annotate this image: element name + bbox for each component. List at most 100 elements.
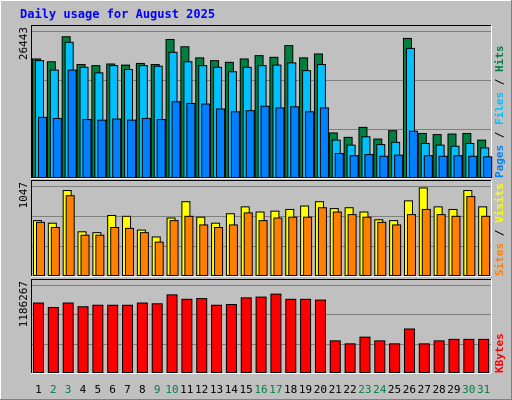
bar-pages-day-29 bbox=[453, 155, 463, 179]
bar-pages-day-25 bbox=[394, 154, 404, 179]
bar-sites-day-9 bbox=[154, 241, 164, 276]
bar-pages-day-11 bbox=[186, 102, 196, 178]
bar-sites-day-16 bbox=[258, 220, 268, 276]
bar-sites-day-30 bbox=[466, 196, 476, 277]
x-tick-label-day-4: 4 bbox=[80, 383, 87, 396]
x-tick-label-day-7: 7 bbox=[124, 383, 131, 396]
bar-pages-day-17 bbox=[275, 107, 285, 178]
bar-kbytes-day-1 bbox=[33, 302, 44, 373]
x-tick-label-day-5: 5 bbox=[94, 383, 101, 396]
bar-pages-day-19 bbox=[305, 111, 315, 178]
bar-pages-day-31 bbox=[483, 156, 493, 178]
bar-kbytes-day-17 bbox=[270, 293, 282, 373]
x-tick-label-day-9: 9 bbox=[154, 383, 161, 396]
bar-sites-day-20 bbox=[317, 207, 327, 276]
bar-kbytes-day-12 bbox=[196, 298, 208, 374]
bar-pages-day-14 bbox=[230, 111, 240, 178]
legend-separator: / bbox=[493, 72, 506, 92]
x-tick-label-day-21: 21 bbox=[329, 383, 342, 396]
bar-kbytes-day-15 bbox=[240, 297, 252, 374]
bar-pages-day-23 bbox=[364, 154, 374, 178]
bar-pages-day-12 bbox=[201, 103, 211, 178]
bar-kbytes-day-6 bbox=[107, 304, 119, 373]
bar-pages-day-15 bbox=[245, 110, 255, 178]
x-tick-label-day-13: 13 bbox=[210, 383, 223, 396]
bar-sites-day-7 bbox=[125, 227, 135, 276]
x-tick-label-day-14: 14 bbox=[225, 383, 239, 396]
bar-sites-day-21 bbox=[332, 211, 342, 277]
bar-sites-day-13 bbox=[214, 227, 224, 277]
bar-pages-day-20 bbox=[319, 107, 329, 178]
bar-kbytes-day-23 bbox=[359, 336, 371, 373]
bar-sites-day-2 bbox=[50, 227, 60, 277]
bar-pages-day-30 bbox=[468, 155, 478, 178]
x-tick-label-day-3: 3 bbox=[65, 383, 72, 396]
bar-sites-day-3 bbox=[65, 195, 75, 276]
x-tick-label-day-24: 24 bbox=[373, 383, 387, 396]
bar-pages-day-28 bbox=[438, 155, 448, 178]
legend-files: Files bbox=[493, 92, 506, 125]
bar-pages-day-13 bbox=[216, 108, 226, 178]
bar-sites-day-4 bbox=[80, 234, 90, 277]
x-tick-label-day-22: 22 bbox=[343, 383, 356, 396]
bar-pages-day-3 bbox=[67, 69, 77, 178]
x-tick-label-day-1: 1 bbox=[35, 383, 42, 396]
bar-sites-day-10 bbox=[169, 220, 179, 276]
bar-sites-day-19 bbox=[303, 216, 313, 277]
chart-title: Daily usage for August 2025 bbox=[20, 7, 215, 21]
bar-sites-day-22 bbox=[347, 214, 357, 277]
bar-sites-day-23 bbox=[362, 216, 372, 277]
x-tick-label-day-23: 23 bbox=[358, 383, 371, 396]
bar-sites-day-12 bbox=[199, 224, 209, 277]
bar-sites-day-17 bbox=[273, 217, 283, 276]
bar-sites-day-29 bbox=[451, 215, 461, 276]
bar-pages-day-10 bbox=[171, 101, 181, 178]
bar-kbytes-day-5 bbox=[92, 304, 104, 373]
bar-pages-day-8 bbox=[141, 117, 151, 178]
bar-sites-day-27 bbox=[421, 208, 431, 277]
x-tick-label-day-26: 26 bbox=[403, 383, 416, 396]
panel-visits-legend: Sites / Visits bbox=[493, 183, 506, 276]
x-tick-label-day-10: 10 bbox=[165, 383, 178, 396]
bar-sites-day-25 bbox=[392, 224, 402, 277]
x-tick-label-day-31: 31 bbox=[477, 383, 490, 396]
bar-kbytes-day-16 bbox=[255, 296, 267, 374]
bar-kbytes-day-4 bbox=[77, 306, 89, 373]
bar-kbytes-day-29 bbox=[448, 338, 460, 374]
bar-kbytes-day-28 bbox=[433, 340, 445, 374]
legend-separator: / bbox=[493, 125, 506, 145]
bar-kbytes-day-19 bbox=[300, 298, 312, 374]
bar-sites-day-5 bbox=[95, 234, 105, 277]
panel-visits-ytick-label: 1047 bbox=[17, 182, 30, 209]
bar-pages-day-2 bbox=[52, 117, 62, 178]
bar-pages-day-9 bbox=[156, 119, 166, 178]
x-tick-label-day-11: 11 bbox=[180, 383, 193, 396]
bar-sites-day-11 bbox=[184, 215, 194, 276]
bar-sites-day-8 bbox=[139, 232, 149, 277]
x-tick-label-day-8: 8 bbox=[139, 383, 146, 396]
bar-sites-day-28 bbox=[436, 214, 446, 277]
panel-usage-ytick-label: 26443 bbox=[17, 27, 30, 60]
legend-sites: Sites bbox=[493, 243, 506, 276]
x-tick-label-day-16: 16 bbox=[254, 383, 267, 396]
legend-separator: / bbox=[493, 223, 506, 243]
x-tick-label-day-25: 25 bbox=[388, 383, 401, 396]
bar-pages-day-27 bbox=[423, 155, 433, 179]
bar-kbytes-day-18 bbox=[285, 298, 297, 374]
bar-kbytes-day-3 bbox=[62, 302, 74, 373]
bar-sites-day-15 bbox=[243, 212, 253, 276]
bar-sites-day-1 bbox=[36, 221, 45, 277]
bar-kbytes-day-30 bbox=[463, 338, 475, 374]
bar-kbytes-day-10 bbox=[166, 294, 178, 373]
x-tick-label-day-27: 27 bbox=[418, 383, 431, 396]
bar-pages-day-4 bbox=[82, 119, 92, 178]
x-tick-label-day-28: 28 bbox=[432, 383, 445, 396]
x-tick-label-day-15: 15 bbox=[240, 383, 253, 396]
panel-traffic-ytick-label: 1186267 bbox=[17, 281, 30, 327]
bar-kbytes-day-11 bbox=[181, 298, 193, 374]
bar-pages-day-16 bbox=[260, 105, 270, 178]
bar-kbytes-day-13 bbox=[211, 304, 223, 373]
